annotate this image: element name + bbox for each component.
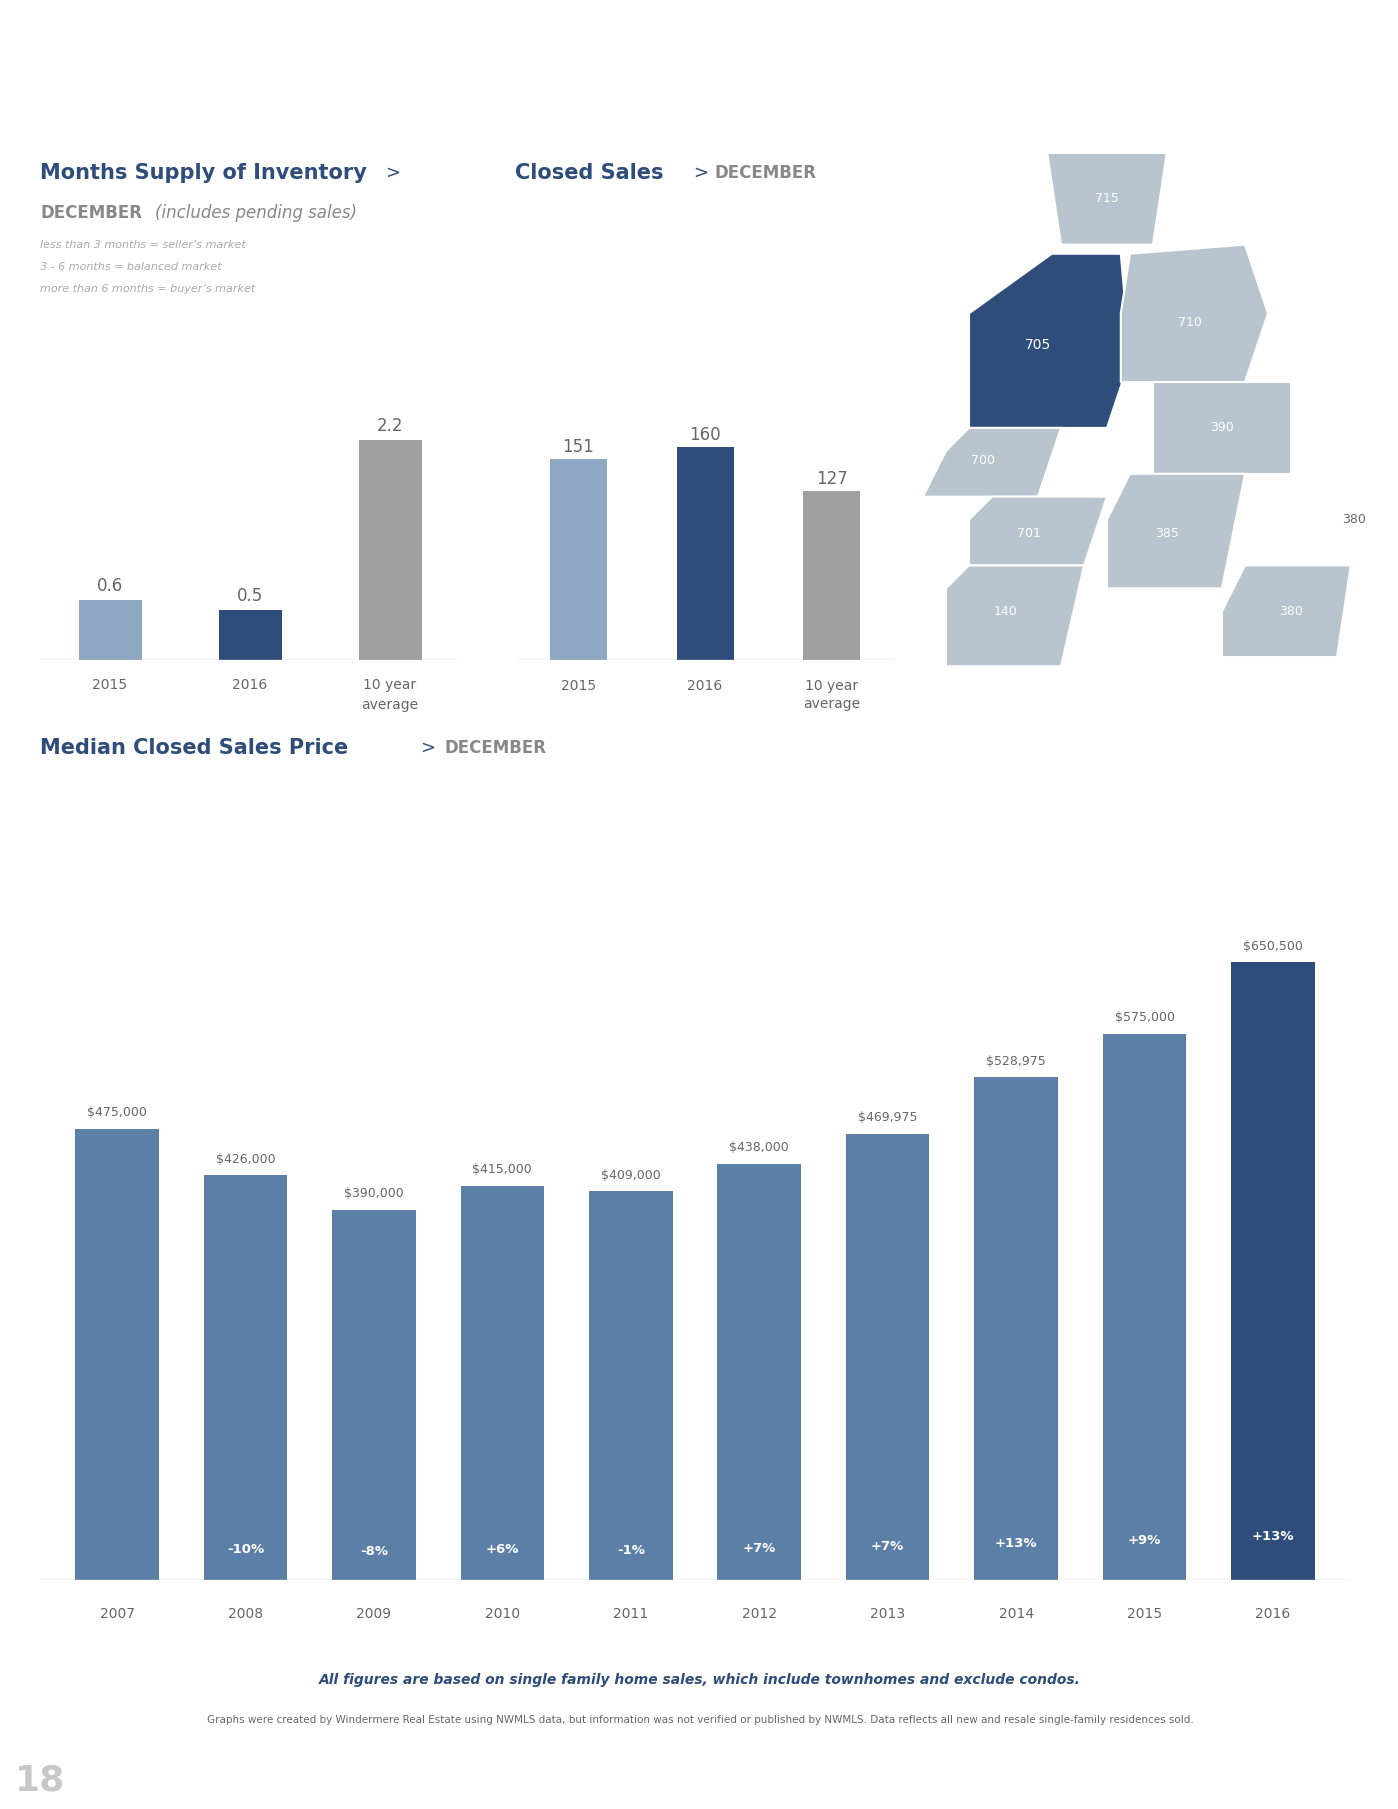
Text: +7%: +7% — [742, 1541, 776, 1556]
Text: +9%: +9% — [1128, 1534, 1162, 1547]
Text: less than 3 months = seller’s market: less than 3 months = seller’s market — [41, 241, 246, 250]
Text: 2015: 2015 — [92, 678, 127, 693]
Bar — [75, 1129, 159, 1579]
Text: 380: 380 — [1279, 604, 1303, 617]
Text: 10 year: 10 year — [363, 678, 417, 693]
Polygon shape — [1222, 566, 1350, 657]
Text: 2016: 2016 — [1255, 1606, 1290, 1621]
Text: 2016: 2016 — [232, 678, 267, 693]
Bar — [460, 1185, 544, 1579]
Text: >: > — [693, 165, 707, 183]
Text: Months Supply of Inventory: Months Supply of Inventory — [41, 163, 366, 183]
Text: 385: 385 — [1155, 526, 1179, 539]
Polygon shape — [1121, 244, 1268, 382]
Polygon shape — [969, 497, 1107, 566]
Text: 2016: 2016 — [688, 678, 723, 693]
Text: 18: 18 — [15, 1764, 66, 1796]
Text: 2015: 2015 — [561, 678, 596, 693]
Text: DECEMBER: DECEMBER — [41, 204, 143, 223]
Polygon shape — [1047, 154, 1167, 244]
Bar — [78, 601, 141, 660]
Text: 701: 701 — [1016, 526, 1040, 539]
Polygon shape — [923, 429, 1061, 497]
Text: +6%: +6% — [485, 1543, 519, 1556]
Text: 2011: 2011 — [614, 1606, 649, 1621]
Bar — [218, 610, 281, 660]
Text: 2010: 2010 — [485, 1606, 520, 1621]
Text: average: average — [802, 696, 860, 711]
Text: 390: 390 — [1211, 421, 1234, 434]
Text: 2.2: 2.2 — [376, 418, 403, 434]
Bar — [1232, 962, 1314, 1579]
Text: 0.6: 0.6 — [96, 577, 123, 595]
Text: -10%: -10% — [226, 1543, 264, 1556]
Text: 10 year: 10 year — [805, 678, 858, 693]
Text: $438,000: $438,000 — [730, 1141, 788, 1154]
Text: 2016: 2016 — [112, 63, 232, 107]
Text: 140: 140 — [994, 604, 1018, 617]
Text: 151: 151 — [562, 438, 594, 456]
Text: Q4: Q4 — [42, 60, 123, 110]
Text: 3 - 6 months = balanced market: 3 - 6 months = balanced market — [41, 262, 222, 271]
Text: 2013: 2013 — [870, 1606, 906, 1621]
Text: -1%: -1% — [617, 1543, 644, 1558]
Text: DECEMBER: DECEMBER — [714, 165, 816, 183]
Polygon shape — [969, 253, 1130, 429]
Text: Median Closed Sales Price: Median Closed Sales Price — [41, 738, 348, 758]
Text: 715: 715 — [1095, 192, 1118, 204]
Text: 2012: 2012 — [742, 1606, 777, 1621]
Text: Closed Sales: Closed Sales — [514, 163, 664, 183]
Text: 705: 705 — [1025, 338, 1051, 353]
Bar — [549, 459, 607, 660]
Text: 2009: 2009 — [356, 1606, 391, 1621]
Text: +13%: +13% — [1251, 1530, 1295, 1543]
Polygon shape — [946, 566, 1083, 666]
Text: (includes pending sales): (includes pending sales) — [155, 204, 356, 223]
Text: $390,000: $390,000 — [344, 1187, 404, 1199]
Text: >: > — [419, 740, 435, 756]
Text: +13%: +13% — [995, 1538, 1037, 1550]
Text: >: > — [384, 165, 400, 183]
Text: 700: 700 — [970, 454, 995, 467]
Text: average: average — [362, 698, 418, 713]
Text: -8%: -8% — [359, 1545, 387, 1558]
Bar — [589, 1192, 672, 1579]
Text: Graphs were created by Windermere Real Estate using NWMLS data, but information : Graphs were created by Windermere Real E… — [207, 1715, 1194, 1726]
Text: 2008: 2008 — [228, 1606, 263, 1621]
Text: $528,975: $528,975 — [986, 1055, 1046, 1067]
Polygon shape — [1107, 474, 1246, 588]
Bar — [358, 440, 422, 660]
Text: $575,000: $575,000 — [1114, 1011, 1174, 1024]
Text: 127: 127 — [816, 470, 847, 488]
Text: +7%: +7% — [871, 1539, 905, 1554]
Bar — [717, 1163, 801, 1579]
Text: 0.5: 0.5 — [236, 586, 263, 604]
Bar — [677, 447, 734, 660]
Text: 2007: 2007 — [99, 1606, 134, 1621]
Text: $415,000: $415,000 — [473, 1163, 533, 1176]
Text: DECEMBER: DECEMBER — [445, 740, 547, 756]
Text: 710: 710 — [1179, 317, 1202, 329]
Bar — [974, 1078, 1058, 1579]
Text: All figures are based on single family home sales, which include townhomes and e: All figures are based on single family h… — [319, 1673, 1081, 1688]
Text: $426,000: $426,000 — [215, 1152, 275, 1165]
Text: 2014: 2014 — [998, 1606, 1033, 1621]
Bar — [204, 1176, 287, 1579]
Bar — [804, 490, 860, 660]
Text: 705: 705 — [1065, 0, 1370, 119]
Polygon shape — [1153, 382, 1290, 474]
Text: $409,000: $409,000 — [601, 1169, 661, 1181]
Bar — [333, 1210, 415, 1579]
Text: $469,975: $469,975 — [858, 1111, 917, 1123]
Text: 160: 160 — [689, 425, 721, 443]
Text: more than 6 months = buyer’s market: more than 6 months = buyer’s market — [41, 284, 256, 295]
Text: 380: 380 — [1342, 514, 1366, 526]
Bar — [1103, 1033, 1187, 1579]
Text: $650,500: $650,500 — [1243, 939, 1303, 953]
Bar — [846, 1134, 930, 1579]
Text: 2015: 2015 — [1127, 1606, 1162, 1621]
Text: $475,000: $475,000 — [87, 1107, 147, 1120]
